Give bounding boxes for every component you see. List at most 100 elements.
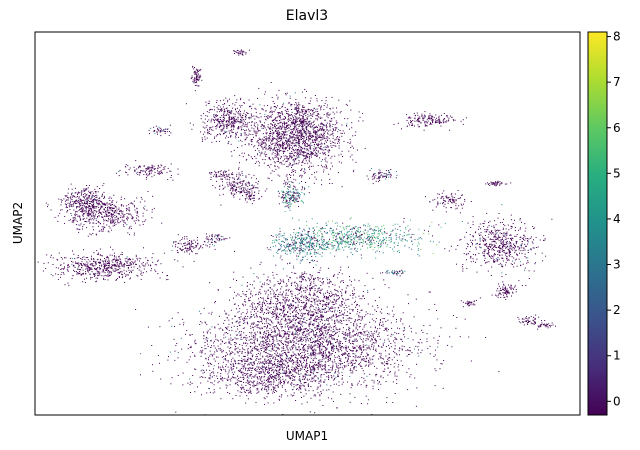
cell-point (279, 122, 281, 124)
cell-point (232, 322, 233, 324)
cell-point (278, 293, 280, 295)
cell-point (325, 164, 327, 166)
cell-point (401, 348, 403, 350)
cell-point (339, 342, 341, 344)
cell-point (268, 364, 270, 366)
cell-point (242, 323, 244, 324)
cell-point (328, 337, 330, 339)
cell-point (258, 373, 260, 375)
cell-point (237, 351, 239, 353)
cell-point (302, 278, 304, 280)
cell-point (249, 362, 251, 364)
cell-point (277, 157, 279, 159)
cell-point (314, 151, 316, 153)
cell-point (298, 149, 299, 151)
cell-point (259, 316, 261, 318)
cell-point (242, 327, 244, 329)
cell-point (380, 383, 382, 385)
cell-point (367, 403, 369, 405)
cell-point (240, 336, 242, 338)
cell-point (275, 308, 277, 310)
cell-point (338, 345, 340, 347)
cell-point (266, 380, 268, 382)
cell-point (295, 306, 297, 308)
cell-point (249, 388, 251, 390)
cell-point (285, 374, 287, 376)
cell-point (317, 328, 318, 330)
cell-point (342, 368, 344, 370)
cell-point (299, 323, 301, 325)
cell-point (288, 376, 290, 378)
cell-point (310, 321, 312, 323)
cell-point (330, 307, 332, 309)
cell-point (371, 335, 373, 337)
cell-point (194, 354, 196, 356)
cell-point (201, 376, 203, 377)
cell-point (286, 275, 288, 277)
cell-point (407, 349, 409, 351)
cell-point (309, 274, 311, 276)
cell-point (398, 350, 400, 352)
cell-point (278, 89, 280, 91)
cell-point (307, 329, 309, 331)
cell-point (305, 280, 307, 282)
cell-point (339, 312, 340, 314)
cell-point (309, 411, 311, 413)
cell-point (269, 324, 271, 326)
cell-point (244, 352, 246, 354)
cell-point (278, 328, 280, 330)
cell-point (415, 345, 417, 347)
cell-point (290, 327, 292, 329)
cell-point (202, 364, 204, 366)
cell-point (316, 333, 318, 335)
cell-point (351, 281, 352, 283)
cell-point (186, 329, 188, 331)
cell-point (387, 319, 389, 321)
cell-point (264, 384, 266, 386)
cell-point (248, 382, 250, 383)
cell-point (309, 365, 311, 367)
cell-point (250, 349, 252, 351)
cell-point (326, 137, 328, 139)
cell-point (267, 384, 269, 386)
cell-point (248, 353, 250, 355)
cell-point (285, 353, 287, 355)
cell-point (246, 313, 248, 315)
cell-point (268, 331, 270, 333)
cell-point (267, 318, 269, 320)
cell-point (275, 377, 277, 379)
cell-point (363, 381, 365, 383)
cell-point (287, 326, 288, 328)
cell-point (251, 316, 253, 318)
cell-point (297, 343, 299, 345)
cell-point (283, 367, 285, 368)
cell-point (272, 157, 274, 159)
cell-point (270, 164, 272, 166)
cell-point (280, 315, 282, 317)
cell-point (236, 320, 238, 322)
cell-point (298, 328, 300, 330)
cell-point (322, 133, 324, 135)
cell-point (297, 104, 299, 106)
cell-point (289, 120, 291, 121)
cell-point (286, 366, 287, 368)
cell-point (299, 321, 301, 323)
cell-point (308, 294, 310, 296)
cell-point (316, 119, 318, 121)
cell-point (295, 302, 297, 304)
cell-point (267, 341, 269, 343)
cell-point (299, 119, 301, 121)
cell-point (266, 336, 268, 338)
cell-point (298, 151, 300, 153)
cell-point (373, 336, 375, 338)
cell-point (294, 345, 296, 347)
cell-point (345, 353, 347, 355)
cell-point (276, 340, 278, 342)
cell-point (227, 373, 229, 375)
cell-point (289, 117, 291, 119)
cell-point (314, 367, 316, 369)
cell-point (322, 300, 324, 302)
cell-point (248, 392, 249, 394)
cell-point (206, 323, 208, 325)
cell-point (329, 140, 331, 142)
